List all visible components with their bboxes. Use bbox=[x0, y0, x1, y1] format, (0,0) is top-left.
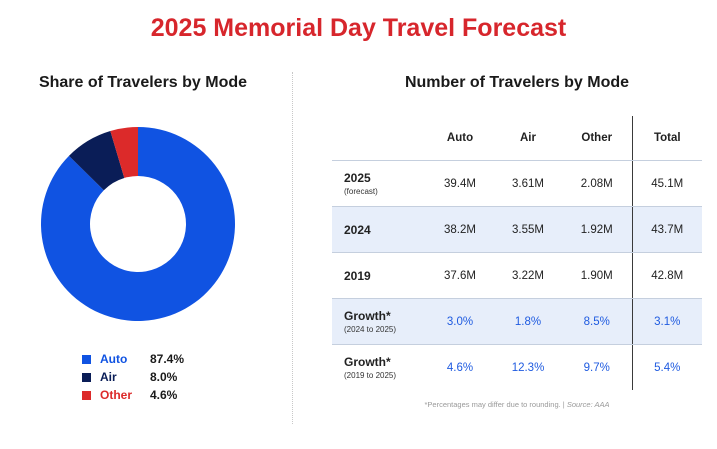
footnote: *Percentages may differ due to rounding.… bbox=[332, 400, 702, 409]
cell-auto: 4.6% bbox=[446, 361, 474, 374]
legend-value-air: 8.0% bbox=[150, 370, 178, 384]
legend-swatch-air bbox=[82, 372, 91, 382]
table-row: Growth* (2024 to 2025) 3.0% 1.8% 8.5% 3.1… bbox=[332, 298, 702, 345]
cell-air: 1.8% bbox=[494, 298, 562, 345]
header-total: Total bbox=[631, 116, 702, 161]
table-row: Growth* (2019 to 2025) 4.6% 12.3% 9.7% 5.… bbox=[332, 344, 702, 391]
cell-other: 8.5% bbox=[562, 298, 632, 345]
row-label: Growth* (2024 to 2025) bbox=[332, 298, 426, 345]
legend-swatch-other bbox=[82, 390, 91, 400]
donut-chart bbox=[40, 127, 235, 321]
row-label: Growth* (2019 to 2025) bbox=[332, 345, 426, 391]
donut-slice-auto bbox=[40, 127, 235, 321]
table-row: 2019 37.6M 3.22M 1.90M 42.8M bbox=[332, 252, 702, 299]
legend-label-auto: Auto bbox=[100, 352, 128, 366]
row-label: 2024 bbox=[332, 206, 426, 253]
legend-value-other: 4.6% bbox=[150, 388, 178, 402]
cell-auto: 3.0% bbox=[426, 298, 494, 345]
page-title: 2025 Memorial Day Travel Forecast bbox=[150, 14, 567, 42]
row-year: 2025 bbox=[344, 171, 371, 185]
footnote-text: *Percentages may differ due to rounding.… bbox=[424, 400, 567, 409]
legend-item-air: Air 8.0% bbox=[82, 368, 222, 386]
legend-item-auto: Auto 87.4% bbox=[82, 350, 222, 368]
cell-total: 5.4% bbox=[631, 344, 702, 390]
table-row: 2024 38.2M 3.55M 1.92M 43.7M bbox=[332, 206, 702, 253]
donut-slice-other bbox=[110, 127, 138, 178]
legend-label-air: Air bbox=[100, 370, 117, 384]
legend: Auto 87.4% Air 8.0% Other 4.6% bbox=[82, 350, 222, 404]
cell-auto: 39.4M bbox=[426, 160, 494, 207]
donut-slice-air bbox=[68, 131, 125, 191]
cell-air: 3.55M bbox=[494, 206, 562, 253]
table-header-row: Auto Air Other Total bbox=[332, 116, 702, 161]
cell-other: 2.08M bbox=[562, 160, 632, 207]
cell-total: 43.7M bbox=[631, 206, 702, 253]
legend-label-other: Other bbox=[100, 388, 133, 402]
cell-air: 3.61M bbox=[494, 160, 562, 207]
row-sub: (2019 to 2025) bbox=[344, 371, 397, 380]
cell-air: 3.22M bbox=[494, 252, 562, 299]
row-sub: (forecast) bbox=[344, 187, 378, 196]
table-title: Number of Travelers by Mode bbox=[404, 74, 630, 91]
header-air: Air bbox=[494, 116, 562, 161]
cell-total: 45.1M bbox=[631, 160, 702, 207]
cell-total: 3.1% bbox=[631, 298, 702, 345]
legend-swatch-auto bbox=[82, 354, 91, 364]
section-divider bbox=[292, 72, 293, 424]
cell-auto: 37.6M bbox=[426, 252, 494, 299]
header-other: Other bbox=[562, 116, 632, 161]
header-auto: Auto bbox=[426, 116, 494, 161]
row-growth: Growth* bbox=[344, 355, 391, 369]
table-row: 2025 (forecast) 39.4M 3.61M 2.08M 45.1M bbox=[332, 160, 702, 207]
row-year: 2019 bbox=[344, 268, 371, 283]
row-label: 2025 (forecast) bbox=[332, 160, 426, 207]
cell-air: 12.3% bbox=[511, 361, 545, 374]
row-growth: Growth* bbox=[344, 309, 391, 323]
cell-other: 1.90M bbox=[562, 252, 632, 299]
row-sub: (2024 to 2025) bbox=[344, 325, 397, 334]
row-year: 2024 bbox=[344, 222, 371, 237]
cell-other: 1.92M bbox=[562, 206, 632, 253]
legend-value-auto: 87.4% bbox=[150, 352, 185, 366]
footnote-source: Source: AAA bbox=[566, 400, 610, 409]
cell-other: 9.7% bbox=[583, 361, 610, 374]
legend-item-other: Other 4.6% bbox=[82, 386, 222, 404]
header-empty bbox=[332, 116, 426, 161]
travelers-table: Auto Air Other Total 2025 (forecast) 39.4… bbox=[332, 116, 702, 390]
donut-chart-title: Share of Travelers by Mode bbox=[38, 74, 248, 91]
row-label: 2019 bbox=[332, 252, 426, 299]
cell-total: 42.8M bbox=[631, 252, 702, 299]
cell-auto: 38.2M bbox=[426, 206, 494, 253]
